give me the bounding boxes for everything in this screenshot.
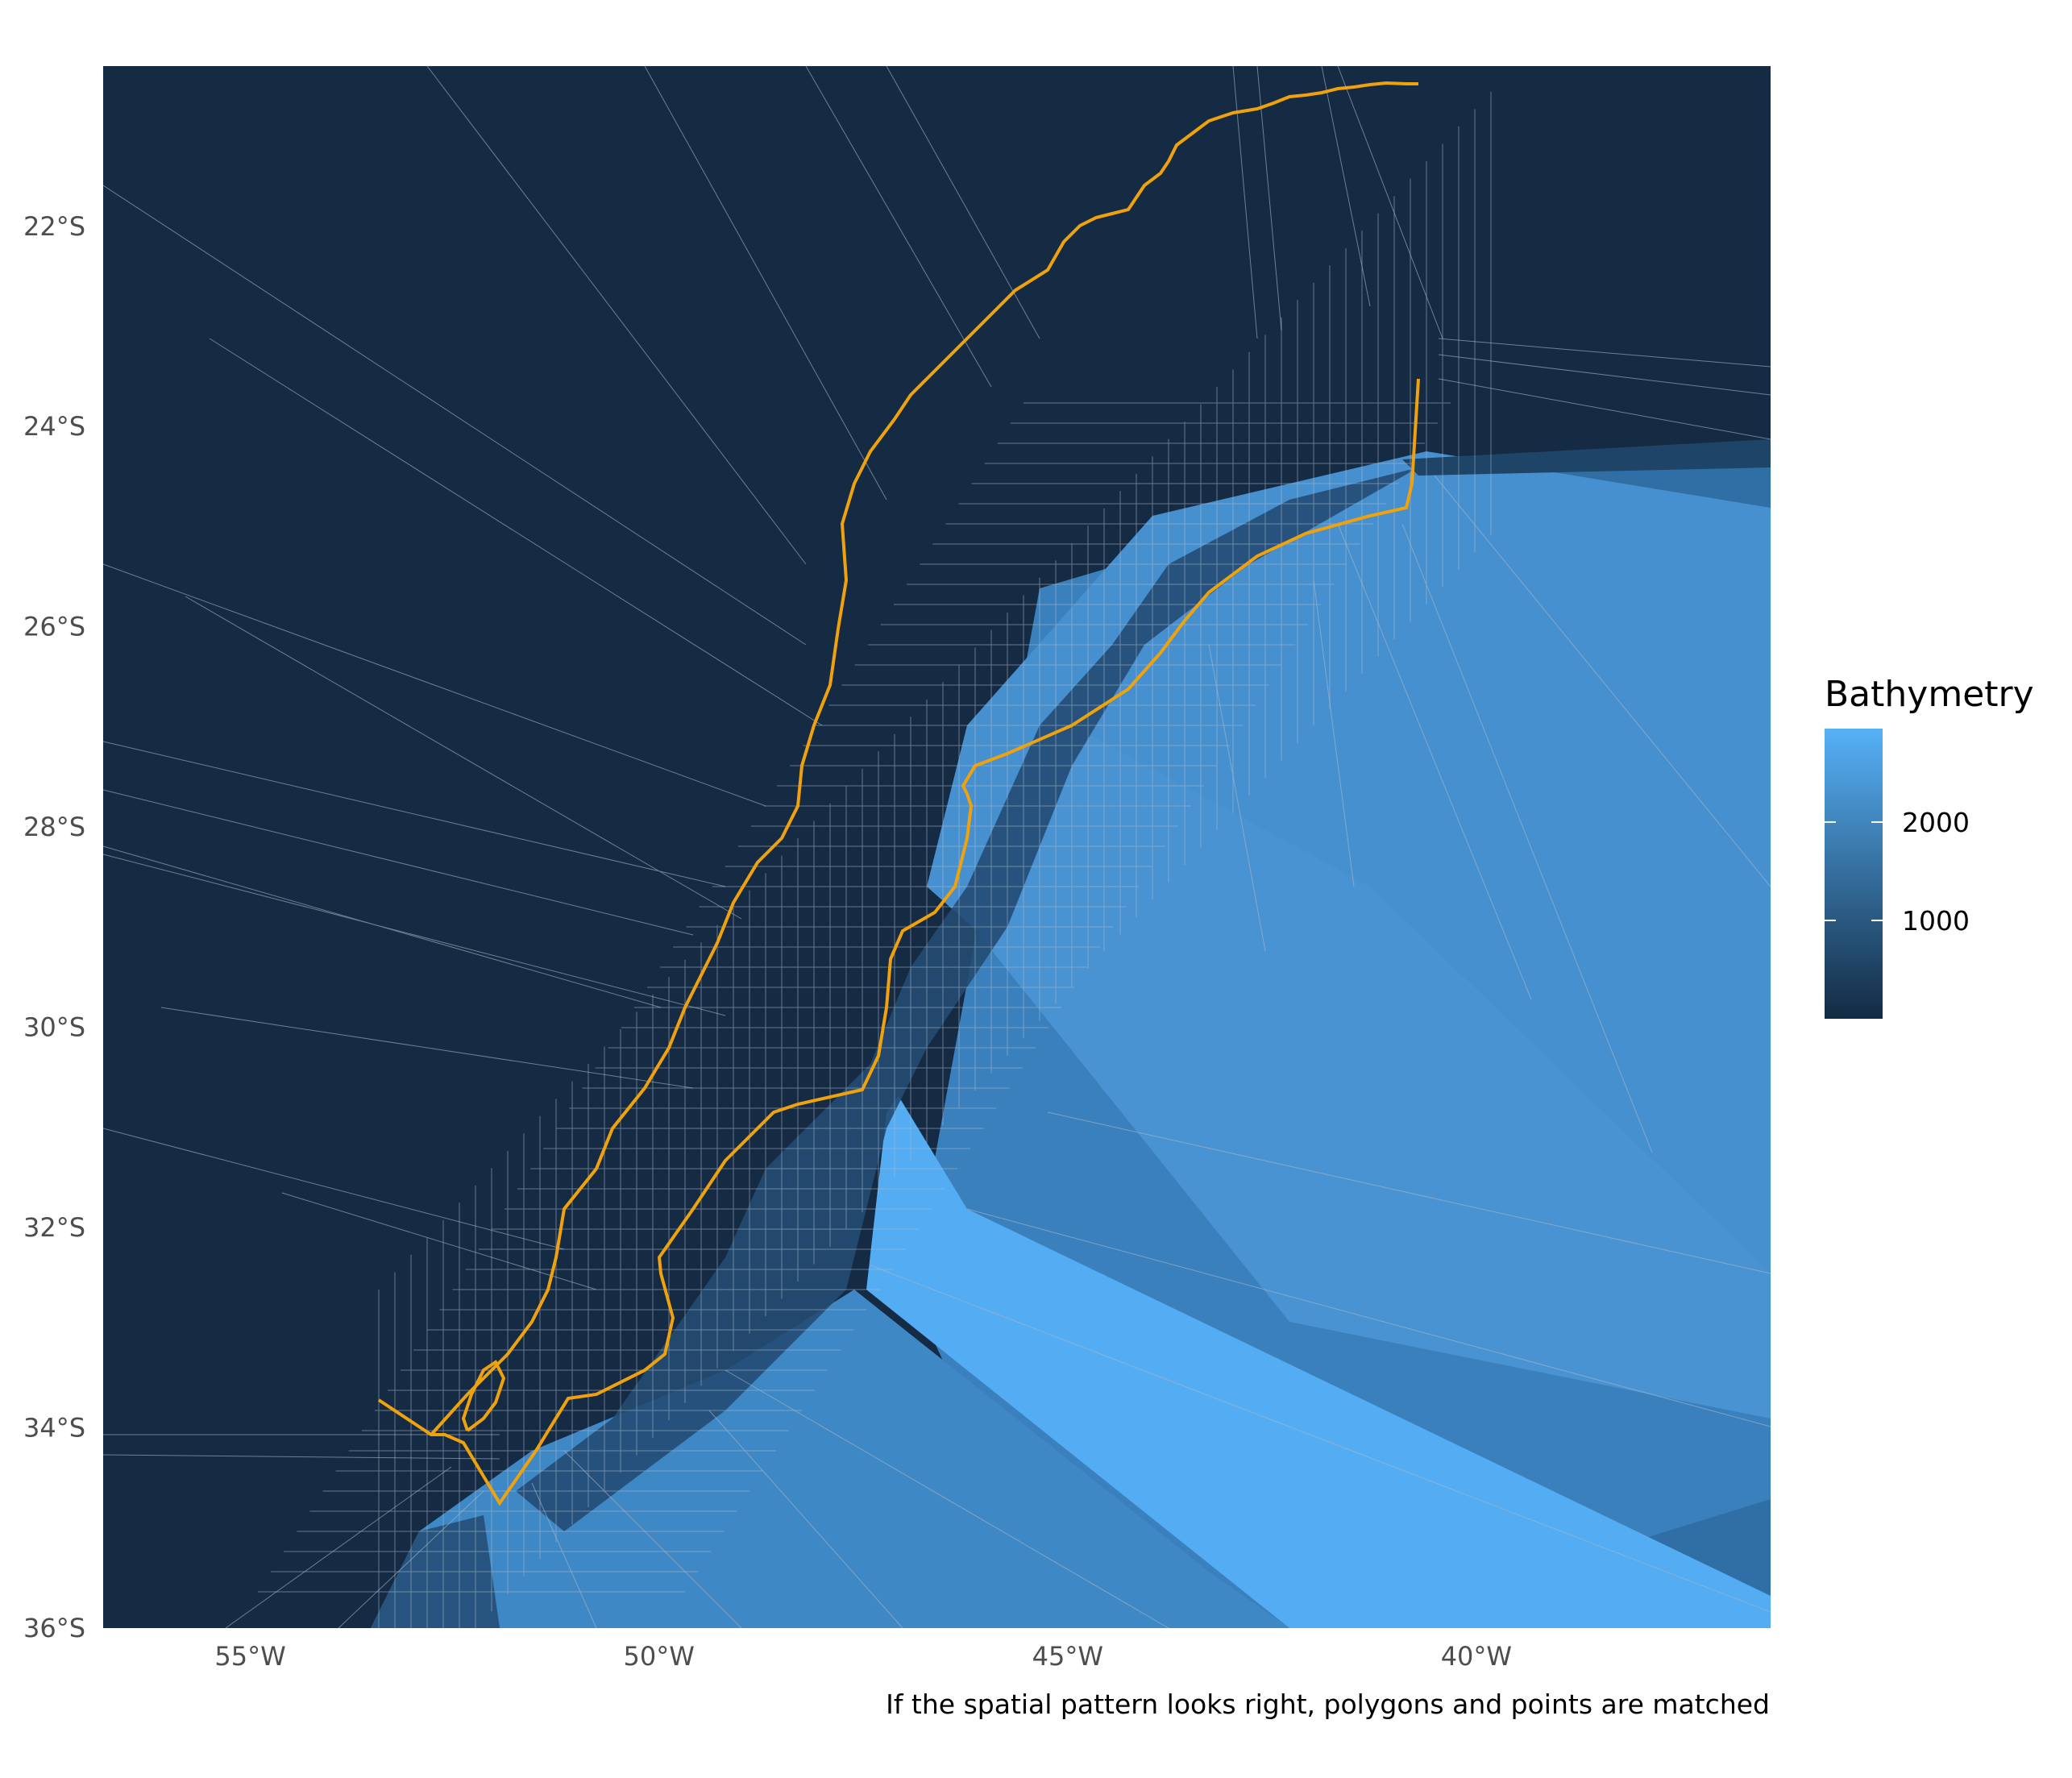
polygon-edge	[870, 1265, 1771, 1613]
legend-tick-label: 1000	[1902, 905, 1970, 937]
x-tick-label: 50°W	[623, 1641, 694, 1672]
polygon-edge	[708, 1410, 903, 1628]
bathymetry-region-shelf	[979, 725, 1771, 1419]
legend-title: Bathymetry	[1825, 674, 2034, 715]
polygon-edge	[103, 854, 726, 1016]
polygon-edge	[563, 1450, 742, 1628]
polygon-edge	[103, 789, 694, 936]
bathymetry-region-deep	[927, 451, 1771, 1273]
polygon-edge	[1047, 1111, 1771, 1274]
polygon-edge	[426, 66, 807, 565]
polygon-edge	[225, 1466, 452, 1628]
polygon-grid	[258, 91, 1492, 1628]
x-tick-label: 45°W	[1032, 1641, 1103, 1672]
polygon-edge	[966, 1208, 1771, 1427]
polygon-edge	[185, 596, 742, 920]
polygon-edge	[644, 66, 887, 501]
polygon-edge	[805, 66, 992, 388]
polygon-edge	[1337, 523, 1532, 1000]
y-tick-label: 36°S	[23, 1613, 85, 1643]
polygon-edge	[1321, 66, 1371, 307]
polygon-edge	[531, 1482, 597, 1628]
x-tick-label: 55°W	[214, 1641, 285, 1672]
y-tick-label: 32°S	[23, 1212, 85, 1243]
bathymetry-region-brightest	[866, 1096, 1771, 1628]
y-tick-label: 22°S	[23, 211, 85, 242]
legend: Bathymetry 2000 1000	[1825, 674, 2034, 1019]
polygon-edge	[103, 1128, 565, 1250]
polygon-edge	[1337, 66, 1443, 339]
polygon-edge	[281, 1192, 597, 1290]
legend-tick-label: 2000	[1902, 807, 1970, 838]
polygon-edge	[1313, 580, 1355, 887]
polygon-edge	[103, 185, 807, 646]
legend-colorbar	[1825, 729, 1883, 1019]
polygon-edge	[209, 338, 823, 726]
polygon-edge	[1208, 644, 1266, 952]
x-tick-label: 40°W	[1441, 1641, 1512, 1672]
bathymetry-region-east-band	[1402, 439, 1771, 476]
polygon-edge	[338, 1490, 484, 1628]
y-axis: 22°S 24°S 26°S 28°S 30°S 32°S 34°S 36°S	[23, 211, 85, 1643]
y-tick-label: 30°S	[23, 1012, 85, 1043]
polygon-edge	[1438, 378, 1771, 440]
polygon-edge	[1434, 475, 1771, 887]
polygon-edge	[103, 1454, 500, 1460]
polygon-edge	[1438, 338, 1771, 368]
polygon-edge	[103, 563, 766, 807]
polygon-edge	[1438, 354, 1771, 396]
caption: If the spatial pattern looks right, poly…	[886, 1689, 1770, 1720]
shelf-transition	[516, 467, 1418, 1531]
transect-outer-track	[430, 81, 1418, 1436]
transect-loop	[461, 1360, 506, 1432]
transect-inner-track	[377, 378, 1420, 1506]
polygon-edge	[1256, 66, 1282, 331]
legend-ticks: 2000 1000	[1825, 807, 1970, 937]
y-tick-label: 24°S	[23, 411, 85, 442]
y-tick-label: 28°S	[23, 812, 85, 842]
polygon-edge	[725, 1369, 1169, 1628]
y-tick-label: 26°S	[23, 612, 85, 642]
polygon-edge	[103, 741, 726, 887]
polygon-edge	[160, 1007, 694, 1089]
map-panel	[103, 66, 1771, 1628]
bathymetry-region-south	[371, 1290, 1289, 1628]
polygon-edge	[1401, 523, 1653, 1153]
polygon-edges	[103, 66, 1771, 1628]
y-tick-label: 34°S	[23, 1413, 85, 1444]
x-axis: 55°W 50°W 45°W 40°W	[214, 1641, 1512, 1672]
